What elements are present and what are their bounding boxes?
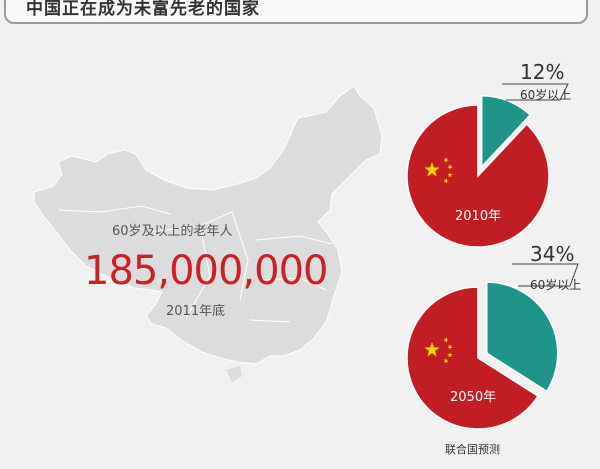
pie-slice	[406, 286, 539, 430]
flag-star-icon	[443, 157, 449, 163]
pie-slice	[480, 94, 532, 169]
elderly-population-date: 2011年底	[166, 304, 226, 319]
pie-2050-year: 2050年	[450, 390, 497, 405]
flag-star-icon	[443, 337, 449, 343]
leader-line-2050	[512, 263, 579, 287]
leader-line-2010	[502, 83, 569, 101]
pie-slice	[486, 281, 559, 393]
pie-2010-year: 2010年	[455, 209, 502, 224]
flag-star-icon	[447, 344, 453, 350]
flag-star-icon	[424, 342, 440, 357]
elderly-population-value: 185,000,000	[84, 248, 328, 294]
pie-slice	[406, 104, 550, 248]
pie-chart-2050	[406, 281, 559, 430]
pie-2050-share-label: 60岁以上	[530, 278, 582, 292]
elderly-population-label: 60岁及以上的老年人	[112, 224, 233, 239]
pie-2050-percent: 34%	[530, 242, 575, 266]
forecast-source: 联合国预测	[445, 443, 500, 456]
pie-2010-percent: 12%	[520, 60, 565, 84]
flag-star-icon	[443, 178, 449, 184]
flag-star-icon	[424, 162, 440, 177]
pie-chart-2010	[406, 94, 550, 248]
flag-star-icon	[447, 352, 453, 358]
title-bar: 中国正在成为未富先老的国家	[4, 0, 588, 24]
flag-star-icon	[447, 172, 453, 178]
pie-2010-share-label: 60岁以上	[520, 88, 572, 102]
page-title: 中国正在成为未富先老的国家	[26, 0, 260, 19]
flag-star-icon	[447, 164, 453, 170]
flag-star-icon	[443, 358, 449, 364]
